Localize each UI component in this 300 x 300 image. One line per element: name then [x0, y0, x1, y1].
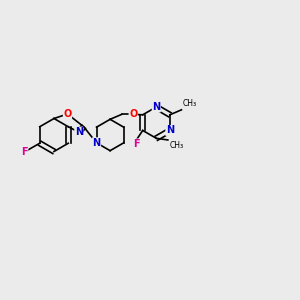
Text: N: N — [75, 127, 83, 137]
Text: CH₃: CH₃ — [169, 141, 184, 150]
Text: N: N — [152, 102, 160, 112]
Text: CH₃: CH₃ — [183, 99, 197, 108]
Text: O: O — [63, 109, 72, 119]
Text: N: N — [92, 138, 101, 148]
Text: F: F — [21, 147, 28, 157]
Text: F: F — [133, 139, 140, 149]
Text: O: O — [129, 110, 137, 119]
Text: N: N — [166, 125, 174, 136]
